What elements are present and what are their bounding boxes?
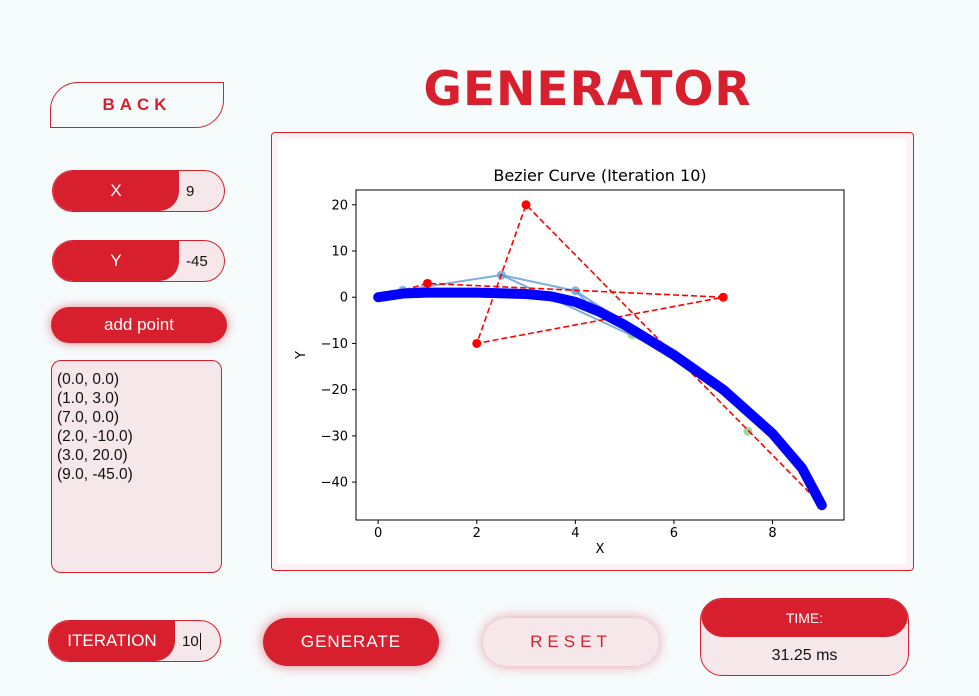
y-input[interactable]: -45: [186, 252, 208, 270]
iteration-label: ITERATION: [49, 621, 175, 661]
iteration-value: 10: [182, 632, 199, 650]
add-point-button[interactable]: add point: [51, 307, 227, 343]
list-item: (9.0, -45.0): [57, 466, 133, 483]
y-tick-label: 0: [340, 291, 348, 306]
y-label: Y: [53, 241, 179, 281]
x-tick-label: 0: [374, 526, 382, 541]
y-tick-label: −20: [321, 383, 348, 398]
points-list[interactable]: (0.0, 0.0) (1.0, 3.0) (7.0, 0.0) (2.0, -…: [51, 360, 222, 573]
time-value: 31.25 ms: [771, 647, 838, 664]
iteration-field: ITERATION 10: [48, 620, 221, 662]
control-point: [422, 278, 432, 288]
back-button[interactable]: BACK: [50, 82, 224, 128]
time-panel: TIME: 31.25 ms: [700, 598, 909, 676]
x-axis-label: X: [596, 542, 605, 557]
list-item: (3.0, 20.0): [57, 447, 128, 464]
iteration-input[interactable]: 10: [182, 621, 216, 661]
x-tick-label: 8: [768, 526, 776, 541]
x-tick-label: 4: [571, 526, 579, 541]
page-title: GENERATOR: [423, 62, 752, 117]
x-field: X 9: [52, 170, 225, 212]
control-polygon: [377, 203, 823, 506]
x-tick-label: 2: [473, 526, 481, 541]
y-tick-label: −10: [321, 337, 348, 352]
x-label: X: [53, 171, 179, 211]
plot-area: [355, 189, 845, 521]
plot-frame: 0 2 4 6 8 20 10 0 −10 −20 −30 −40 Bezier Curve (Iter…: [271, 132, 914, 571]
control-point: [521, 200, 531, 210]
bezier-curve: [373, 287, 827, 511]
control-point: [718, 292, 728, 302]
control-point: [472, 338, 482, 348]
x-tick-label: 6: [670, 526, 678, 541]
y-field: Y -45: [52, 240, 225, 282]
list-item: (0.0, 0.0): [57, 371, 120, 388]
reset-button[interactable]: RESET: [483, 618, 659, 666]
y-tick-label: −40: [321, 476, 348, 491]
time-label: TIME:: [701, 599, 908, 637]
bezier-chart: 0 2 4 6 8 20 10 0 −10 −20 −30 −40 Bezier Curve (Iter…: [294, 166, 845, 557]
y-tick-label: −30: [321, 429, 348, 444]
y-tick-label: 20: [331, 198, 348, 213]
generate-button[interactable]: GENERATE: [263, 618, 439, 666]
text-caret: [199, 632, 202, 650]
list-item: (7.0, 0.0): [57, 409, 120, 426]
list-item: (1.0, 3.0): [57, 390, 120, 407]
y-axis-label: Y: [294, 351, 309, 360]
list-item: (2.0, -10.0): [57, 428, 133, 445]
x-input[interactable]: 9: [186, 182, 195, 200]
y-tick-label: 10: [331, 245, 348, 260]
plot-canvas: 0 2 4 6 8 20 10 0 −10 −20 −30 −40 Bezier Curve (Iter…: [278, 139, 906, 564]
chart-title: Bezier Curve (Iteration 10): [493, 166, 706, 185]
